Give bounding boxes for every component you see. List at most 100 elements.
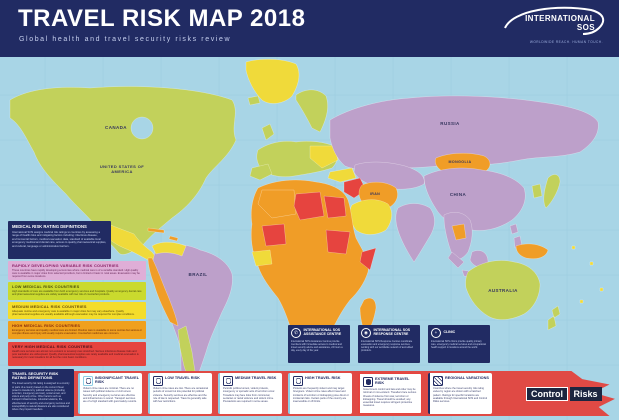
map-label-iran: IRAN [369, 192, 381, 196]
region-iceland [247, 95, 261, 106]
card-low-travel-risk: LOW TRAVEL RISK Violent crime rates are … [148, 373, 212, 414]
region-korea [531, 183, 543, 199]
region-libya [293, 191, 325, 221]
legend-strip-very-high-medical: VERY HIGH MEDICAL RISK COUNTRIES Health … [8, 342, 146, 366]
legend-strip-title: HIGH MEDICAL RISK COUNTRIES [12, 323, 81, 328]
legend-strip-title: VERY HIGH MEDICAL RISK COUNTRIES [12, 344, 93, 349]
map-label-australia: AUSTRALIA [488, 288, 518, 293]
clinic-box: + CLINIC International SOS clinics provi… [428, 325, 490, 363]
region-scandinavia [295, 89, 328, 133]
card-extreme-travel-risk: EXTREME TRAVEL RISK Government control a… [358, 373, 422, 414]
security-risk-definitions-box: TRAVEL SECURITY RISK RATING DEFINITIONS … [8, 369, 74, 417]
region-somalia [359, 247, 377, 271]
card-title: HIGH TRAVEL RISK [305, 376, 341, 380]
assistance-centre-box: ✆ INTERNATIONAL SOS ASSISTANCE CENTRE In… [288, 325, 350, 363]
map-label-russia: RUSSIA [440, 121, 460, 126]
card-title: LOW TRAVEL RISK [165, 376, 200, 380]
hudson-bay [130, 116, 154, 140]
region-new-zealand [547, 305, 561, 331]
legend-strip-low-medical: LOW MEDICAL RISK COUNTRIES High standard… [8, 282, 146, 300]
shield-icon [153, 375, 163, 386]
page-title: TRAVEL RISK MAP 2018 [18, 5, 306, 32]
map-label-mongolia: MONGOLIA [448, 160, 472, 164]
response-centre-box: ◉ INTERNATIONAL SOS RESPONSE CENTRE Inte… [358, 325, 420, 363]
card-title: INSIGNIFICANT TRAVEL RISK [95, 376, 139, 385]
map-label-brazil: BRAZIL [188, 272, 208, 277]
region-west-africa [251, 249, 273, 267]
card-body: Violent crime rates are minimal. There a… [83, 387, 137, 403]
card-high-travel-risk: HIGH TRAVEL RISK Protests are frequently… [288, 373, 352, 414]
phone-icon: ✆ [291, 328, 301, 338]
region-sudan [325, 229, 351, 255]
card-body: Countries where the travel security risk… [433, 387, 488, 403]
card-title: MEDIUM TRAVEL RISK [235, 376, 277, 380]
card-insignificant-travel-risk: INSIGNIFICANT TRAVEL RISK Violent crime … [78, 373, 142, 414]
legend-strip-medium-medical: MEDIUM MEDICAL RISK COUNTRIES Adequate r… [8, 302, 146, 319]
region-north-america [9, 86, 237, 255]
region-india [395, 203, 435, 263]
region-saudi-arabia [349, 199, 392, 235]
card-title: REGIONAL VARIATIONS [445, 376, 489, 380]
region-new-guinea [515, 243, 549, 259]
logo-line2: SOS [576, 23, 595, 32]
region-caribbean [147, 227, 179, 242]
medical-definitions-body: International SOS assigns medical risk r… [12, 230, 107, 248]
region-egypt [323, 195, 347, 219]
shield-icon [83, 375, 93, 386]
region-algeria [257, 189, 297, 219]
medical-risk-definitions-box: MEDICAL RISK RATING DEFINITIONS Internat… [8, 221, 111, 259]
international-sos-logo: INTERNATIONAL SOS WORLDWIDE REACH. HUMAN… [497, 2, 609, 54]
security-definitions-title: TRAVEL SECURITY RISK RATING DEFINITIONS [12, 371, 59, 381]
region-greenland [245, 59, 300, 104]
region-pacific-islands [571, 245, 604, 304]
region-turkey [327, 167, 357, 183]
centre-title: INTERNATIONAL SOS RESPONSE CENTRE [373, 328, 411, 336]
centre-body: International SOS clinics provide qualit… [431, 339, 486, 349]
card-medium-travel-risk: MEDIUM TRAVEL RISK Periodic political un… [218, 373, 282, 414]
response-icon: ◉ [361, 328, 371, 338]
map-label-china: CHINA [449, 192, 467, 197]
legend-strip-body: High standards of care are available fro… [12, 290, 142, 297]
control-risks-part2: Risks [569, 387, 602, 401]
header-bar: TRAVEL RISK MAP 2018 Global health and t… [0, 0, 619, 57]
legend-strip-title: RAPIDLY DEVELOPING VARIABLE RISK COUNTRI… [12, 263, 119, 268]
region-uk [261, 123, 275, 141]
cross-icon: + [431, 328, 441, 338]
page-subtitle: Global health and travel security risks … [19, 36, 232, 43]
region-andes [147, 257, 179, 327]
medical-definitions-title: MEDICAL RISK RATING DEFINITIONS [12, 224, 87, 229]
logo-tagline: WORLDWIDE REACH. HUMAN TOUCH. [529, 40, 603, 44]
shield-icon [293, 375, 303, 386]
region-mali [261, 223, 287, 247]
region-japan [543, 174, 561, 209]
legend-strip-title: LOW MEDICAL RISK COUNTRIES [12, 284, 80, 289]
region-thailand [451, 223, 467, 241]
card-body: Government control and law and order may… [363, 388, 417, 408]
legend-strip-title: MEDIUM MEDICAL RISK COUNTRIES [12, 304, 87, 309]
region-spain [249, 163, 273, 181]
region-venezuela-colombia [151, 242, 187, 257]
centre-body: International SOS Response Centres coord… [361, 339, 413, 352]
map-label-canada: CANADA [105, 125, 127, 130]
logo-line1: INTERNATIONAL [525, 14, 595, 23]
legend-strip-body: Health care services are almost non-exis… [12, 350, 139, 360]
card-body: Periodic political unrest, violent prote… [223, 387, 276, 403]
legend-strip-body: Adequate routine and emergency care is a… [12, 310, 135, 317]
region-australia [465, 260, 541, 320]
shield-icon [223, 375, 233, 386]
shield-icon [363, 376, 373, 387]
legend-strip-high-medical: HIGH MEDICAL RISK COUNTRIES Emergency se… [8, 321, 146, 339]
region-sumatra [447, 251, 465, 269]
card-regional-variations: REGIONAL VARIATIONS Countries where the … [428, 373, 492, 414]
control-risks-part1: Control [526, 387, 568, 401]
region-eastern-europe [309, 145, 339, 169]
legend-strip-body: These countries have rapidly developing … [12, 269, 140, 279]
control-risks-logo: Control Risks [526, 387, 602, 401]
card-body: Violent crime rates are low. There are o… [153, 387, 208, 403]
security-definitions-body: The travel security risk rating is assig… [12, 382, 70, 411]
card-body: Protests are frequently violent and may … [293, 387, 349, 403]
swoosh-icon [504, 6, 605, 35]
map-label-usa: UNITED STATES OF AMERICA [99, 164, 145, 174]
hatched-square-icon [433, 375, 443, 386]
